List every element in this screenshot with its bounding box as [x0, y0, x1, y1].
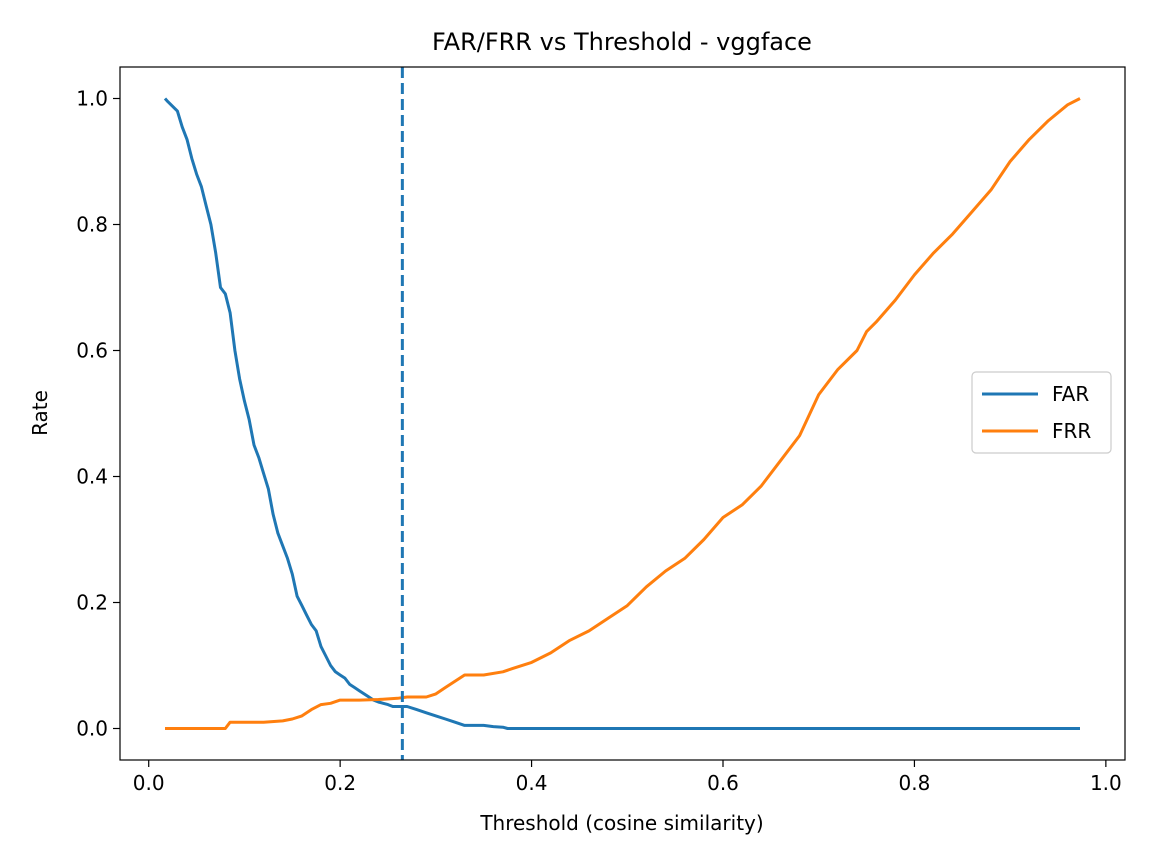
x-tick-label: 0.0: [133, 771, 165, 795]
series-line-far: [163, 97, 1080, 730]
y-tick-label: 0.8: [76, 213, 108, 237]
legend: FAR FRR: [971, 371, 1112, 454]
y-tick-label: 0.6: [76, 339, 108, 363]
axis-ticks: 0.0 0.2 0.4 0.6 0.8 1.0 0.0 0.2 0.4 0.6 0.8 1.0: [76, 87, 1122, 796]
plot-area: [163, 67, 1081, 760]
x-tick-label: 1.0: [1090, 771, 1122, 795]
y-tick-label: 0.2: [76, 591, 108, 615]
series-line-frr: [165, 97, 1081, 730]
x-tick-label: 0.4: [516, 771, 548, 795]
x-axis-label: Threshold (cosine similarity): [479, 811, 763, 835]
chart-title: FAR/FRR vs Threshold - vggface: [432, 28, 812, 56]
legend-label-frr: FRR: [1052, 419, 1091, 443]
legend-label-far: FAR: [1052, 382, 1089, 406]
y-tick-label: 1.0: [76, 87, 108, 111]
axes-frame: [119, 66, 1126, 761]
x-tick-label: 0.6: [707, 771, 739, 795]
x-tick-label: 0.8: [899, 771, 931, 795]
y-tick-label: 0.4: [76, 465, 108, 489]
y-tick-label: 0.0: [76, 717, 108, 741]
y-axis-label: Rate: [28, 390, 52, 436]
x-tick-label: 0.2: [324, 771, 356, 795]
legend-box: [971, 371, 1112, 454]
